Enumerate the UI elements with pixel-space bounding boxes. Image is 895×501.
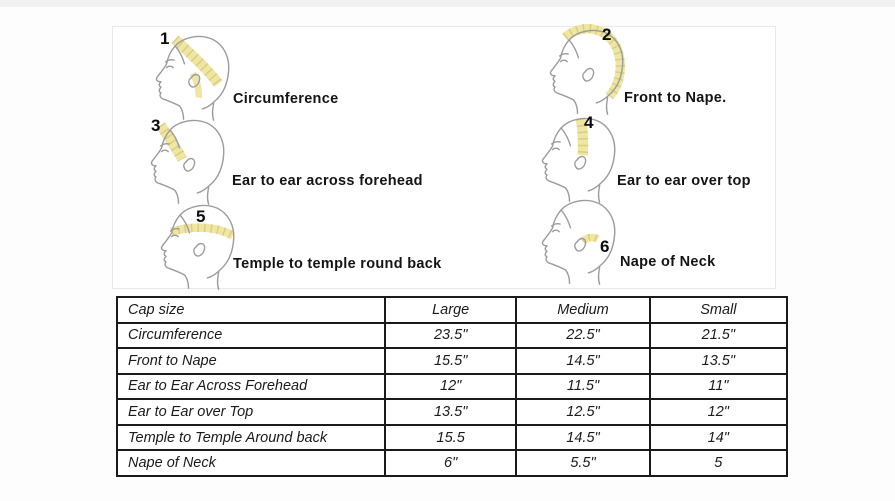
- figure-number: 4: [584, 113, 594, 132]
- figure-label-front-to-nape: Front to Nape.: [624, 90, 727, 106]
- table-cell: 14.5": [515, 423, 651, 452]
- table-cell: 5: [648, 449, 789, 477]
- head-profile-ear-top-icon: [541, 117, 616, 203]
- measurement-figure-ear-to-ear-over-top: 4: [524, 112, 632, 206]
- figure-number: 2: [602, 25, 612, 44]
- table-row-ear-to-ear-over-top: Ear to Ear over Top 13.5" 12.5" 12": [116, 398, 789, 426]
- cap-size-table: Cap size Large Medium Small Circumferenc…: [116, 296, 789, 477]
- table-row-circumference: Circumference 23.5" 22.5" 21.5": [116, 321, 789, 350]
- table-cell: 15.5": [383, 347, 518, 375]
- table-row-ear-to-ear-forehead: Ear to Ear Across Forehead 12" 11.5" 11": [116, 372, 789, 401]
- top-edge-shade: [0, 0, 895, 7]
- figure-label-circumference: Circumference: [233, 91, 339, 107]
- measurement-figure-temple-to-temple: 5: [143, 199, 251, 293]
- table-cell: 12": [648, 398, 789, 426]
- row-label: Circumference: [116, 321, 386, 350]
- row-label: Nape of Neck: [116, 449, 386, 477]
- measurement-figure-ear-to-ear-forehead: 3: [133, 114, 241, 208]
- table-cell: 11.5": [515, 372, 651, 401]
- table-row-front-to-nape: Front to Nape 15.5" 14.5" 13.5": [116, 347, 789, 375]
- column-header-medium: Medium: [515, 296, 651, 324]
- figure-number: 6: [600, 237, 610, 256]
- table-cell: 6": [383, 449, 518, 477]
- head-profile-temple-icon: [160, 204, 235, 290]
- head-profile-nape-icon: [541, 199, 616, 285]
- measurement-figure-nape-of-neck: 6: [524, 194, 632, 288]
- measurement-figure-front-to-nape: 2: [532, 24, 640, 118]
- row-label: Temple to Temple Around back: [116, 423, 386, 452]
- table-cell: 11": [648, 372, 789, 401]
- figure-label-temple-to-temple: Temple to temple round back: [233, 256, 442, 272]
- column-header-small: Small: [648, 296, 789, 324]
- figure-label-ear-to-ear-over-top: Ear to ear over top: [617, 173, 751, 189]
- table-row-temple-to-temple: Temple to Temple Around back 15.5 14.5" …: [116, 423, 789, 452]
- table-cell: 12.5": [515, 398, 651, 426]
- table-cell: 5.5": [515, 449, 651, 477]
- row-label: Ear to Ear over Top: [116, 398, 386, 426]
- figure-label-nape-of-neck: Nape of Neck: [620, 254, 716, 270]
- table-row-nape-of-neck: Nape of Neck 6" 5.5" 5: [116, 449, 789, 477]
- head-profile-circumference-icon: [155, 35, 230, 121]
- table-cell: 14.5": [515, 347, 651, 375]
- measurement-figure-circumference: 1: [138, 30, 246, 124]
- table-cell: 13.5": [648, 347, 789, 375]
- figure-label-ear-to-ear-forehead: Ear to ear across forehead: [232, 173, 423, 189]
- column-header-large: Large: [383, 296, 518, 324]
- row-label: Front to Nape: [116, 347, 386, 375]
- table-cell: 13.5": [383, 398, 518, 426]
- head-profile-ear-forehead-icon: [150, 119, 225, 205]
- table-cell: 22.5": [515, 321, 651, 350]
- table-header-row: Cap size Large Medium Small: [116, 296, 789, 324]
- table-cell: 21.5": [648, 321, 789, 350]
- table-cell: 23.5": [383, 321, 518, 350]
- head-profile-front-nape-icon: [549, 24, 625, 115]
- table-cell: 14": [648, 423, 789, 452]
- figure-number: 1: [160, 29, 170, 48]
- table-cell: 12": [383, 372, 518, 401]
- table-cell: 15.5: [383, 423, 518, 452]
- figure-number: 3: [151, 116, 161, 135]
- row-label: Ear to Ear Across Forehead: [116, 372, 386, 401]
- figure-number: 5: [196, 207, 206, 226]
- column-header-cap-size: Cap size: [116, 296, 386, 324]
